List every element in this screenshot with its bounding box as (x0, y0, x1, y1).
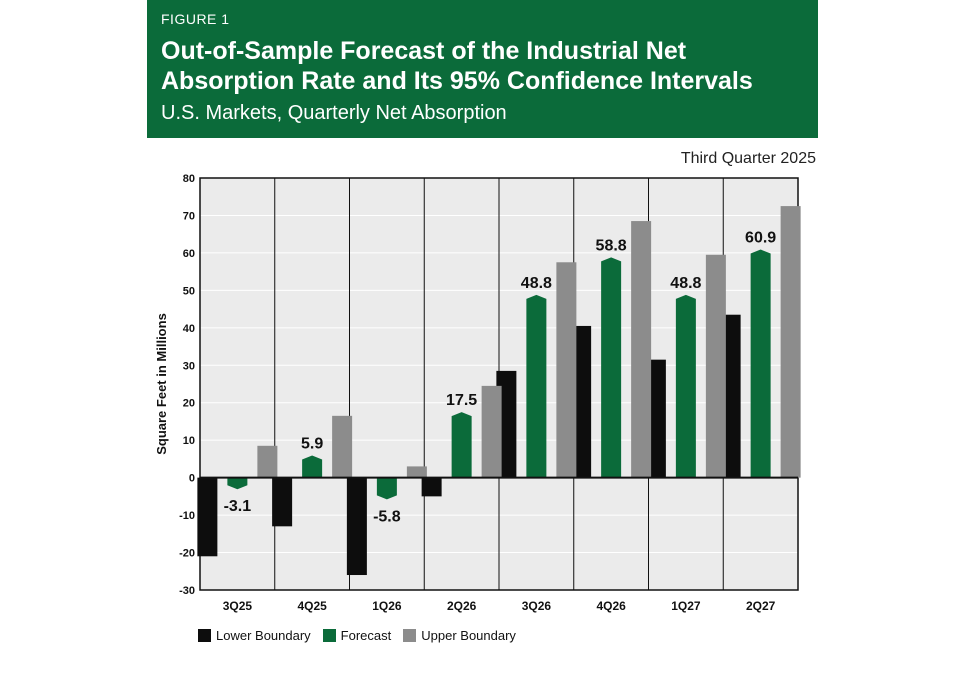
bar-lower-boundary (197, 477, 218, 557)
bar-forecast (451, 412, 472, 478)
y-tick-label: 20 (183, 398, 195, 410)
y-tick-label: 60 (183, 248, 195, 260)
bar-forecast (750, 249, 771, 478)
bar-upper-boundary (780, 206, 801, 478)
bar-forecast (227, 477, 248, 490)
chart-subtitle: U.S. Markets, Quarterly Net Absorption (161, 102, 507, 124)
y-tick-label: 70 (183, 210, 195, 222)
legend-label-lower: Lower Boundary (216, 627, 311, 643)
bar-lower-boundary (272, 477, 293, 527)
bar-upper-boundary (705, 254, 726, 478)
y-tick-label: 30 (183, 360, 195, 372)
legend-swatch-upper (403, 628, 417, 642)
bar-forecast (601, 257, 622, 478)
y-tick-label: 80 (183, 173, 195, 185)
y-tick-label: -10 (179, 510, 195, 522)
x-tick-label: 2Q27 (746, 599, 776, 613)
x-tick-label: 2Q26 (447, 599, 477, 613)
legend-item-upper: Upper Boundary (403, 628, 516, 643)
x-tick-label: 1Q26 (372, 599, 402, 613)
chart-title: Out-of-Sample Forecast of the Industrial… (161, 37, 753, 95)
legend-item-forecast: Forecast (322, 627, 392, 643)
date-note: Third Quarter 2025 (680, 150, 816, 167)
data-label: 48.8 (521, 275, 552, 292)
bar-upper-boundary (406, 466, 427, 478)
figure-header: FIGURE 1 Out-of-Sample Forecast of the I… (147, 0, 818, 138)
y-tick-label: 0 (189, 473, 195, 485)
legend-label-forecast: Forecast (340, 627, 392, 643)
y-tick-label: -30 (179, 585, 195, 597)
x-tick-label: 4Q26 (596, 599, 626, 613)
data-label: 58.8 (596, 237, 627, 254)
chart-legend: Lower Boundary Forecast Upper Boundary (198, 625, 528, 645)
data-label: 17.5 (446, 392, 477, 409)
bar-forecast (526, 294, 547, 478)
bar-upper-boundary (556, 262, 577, 478)
x-tick-label: 1Q27 (671, 599, 701, 613)
data-label: -5.8 (373, 508, 401, 525)
bar-upper-boundary (332, 415, 353, 478)
legend-swatch-lower (198, 628, 211, 642)
y-tick-label: -20 (179, 548, 195, 560)
x-tick-label: 3Q26 (522, 599, 552, 613)
bar-upper-boundary (631, 221, 652, 478)
bar-lower-boundary (346, 477, 367, 576)
data-label: 60.9 (745, 230, 776, 247)
legend-swatch-forecast (322, 628, 336, 642)
legend-label-upper: Upper Boundary (421, 627, 516, 643)
bar-forecast (675, 294, 696, 478)
y-tick-label: 40 (183, 323, 195, 335)
data-label: 5.9 (301, 436, 323, 453)
y-tick-label: 10 (183, 435, 195, 447)
y-tick-label: 50 (183, 285, 195, 297)
bar-upper-boundary (481, 385, 502, 478)
x-tick-label: 3Q25 (223, 599, 253, 613)
figure-label: FIGURE 1 (161, 11, 230, 27)
y-axis-label: Square Feet in Millions (154, 313, 169, 455)
legend-item-lower: Lower Boundary (198, 628, 311, 643)
bar-forecast (376, 477, 397, 500)
data-label: 48.8 (670, 275, 701, 292)
bar-upper-boundary (257, 445, 278, 478)
data-label: -3.1 (224, 498, 252, 515)
bar-lower-boundary (421, 477, 442, 497)
bar-forecast (302, 455, 323, 478)
x-tick-label: 4Q25 (297, 599, 327, 613)
